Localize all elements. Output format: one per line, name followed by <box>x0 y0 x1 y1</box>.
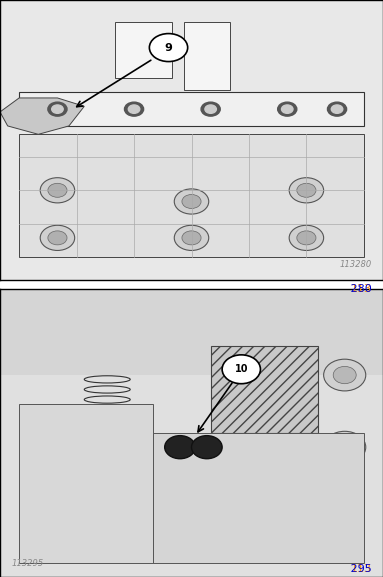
Circle shape <box>165 436 195 459</box>
Bar <box>211 346 318 433</box>
Bar <box>19 92 364 126</box>
Text: 113: 113 <box>350 564 372 574</box>
Circle shape <box>192 436 222 459</box>
Circle shape <box>331 105 343 113</box>
Circle shape <box>40 178 75 203</box>
Text: 10: 10 <box>234 364 248 374</box>
Circle shape <box>276 496 299 514</box>
Text: 280: 280 <box>333 284 372 294</box>
Circle shape <box>174 225 209 250</box>
Circle shape <box>36 503 79 535</box>
Circle shape <box>182 194 201 208</box>
Circle shape <box>333 439 356 456</box>
Circle shape <box>124 102 144 116</box>
Text: 295: 295 <box>333 564 372 574</box>
Bar <box>184 23 230 89</box>
Circle shape <box>52 105 63 113</box>
Circle shape <box>48 102 67 116</box>
Circle shape <box>174 189 209 214</box>
Circle shape <box>48 183 67 197</box>
Circle shape <box>182 231 201 245</box>
Circle shape <box>289 225 324 250</box>
Circle shape <box>289 178 324 203</box>
Circle shape <box>297 183 316 197</box>
Bar <box>153 433 364 563</box>
Circle shape <box>222 355 260 384</box>
Circle shape <box>324 432 366 463</box>
Circle shape <box>201 102 220 116</box>
Circle shape <box>149 33 188 62</box>
Circle shape <box>128 105 140 113</box>
Circle shape <box>36 445 79 478</box>
Circle shape <box>324 359 366 391</box>
Circle shape <box>40 225 75 250</box>
Circle shape <box>327 102 347 116</box>
Circle shape <box>205 105 216 113</box>
Bar <box>19 404 153 563</box>
Text: 9: 9 <box>165 43 172 53</box>
Circle shape <box>333 366 356 384</box>
Text: 113295: 113295 <box>11 559 44 568</box>
Bar <box>19 134 364 257</box>
Polygon shape <box>0 98 84 134</box>
Circle shape <box>278 102 297 116</box>
Circle shape <box>48 231 67 245</box>
Text: 113280: 113280 <box>339 260 372 269</box>
Circle shape <box>297 231 316 245</box>
Circle shape <box>46 511 69 528</box>
Text: 113: 113 <box>350 284 372 294</box>
Circle shape <box>266 489 308 520</box>
Circle shape <box>282 105 293 113</box>
Bar <box>115 23 172 78</box>
Bar <box>0 288 383 375</box>
Circle shape <box>46 453 69 470</box>
